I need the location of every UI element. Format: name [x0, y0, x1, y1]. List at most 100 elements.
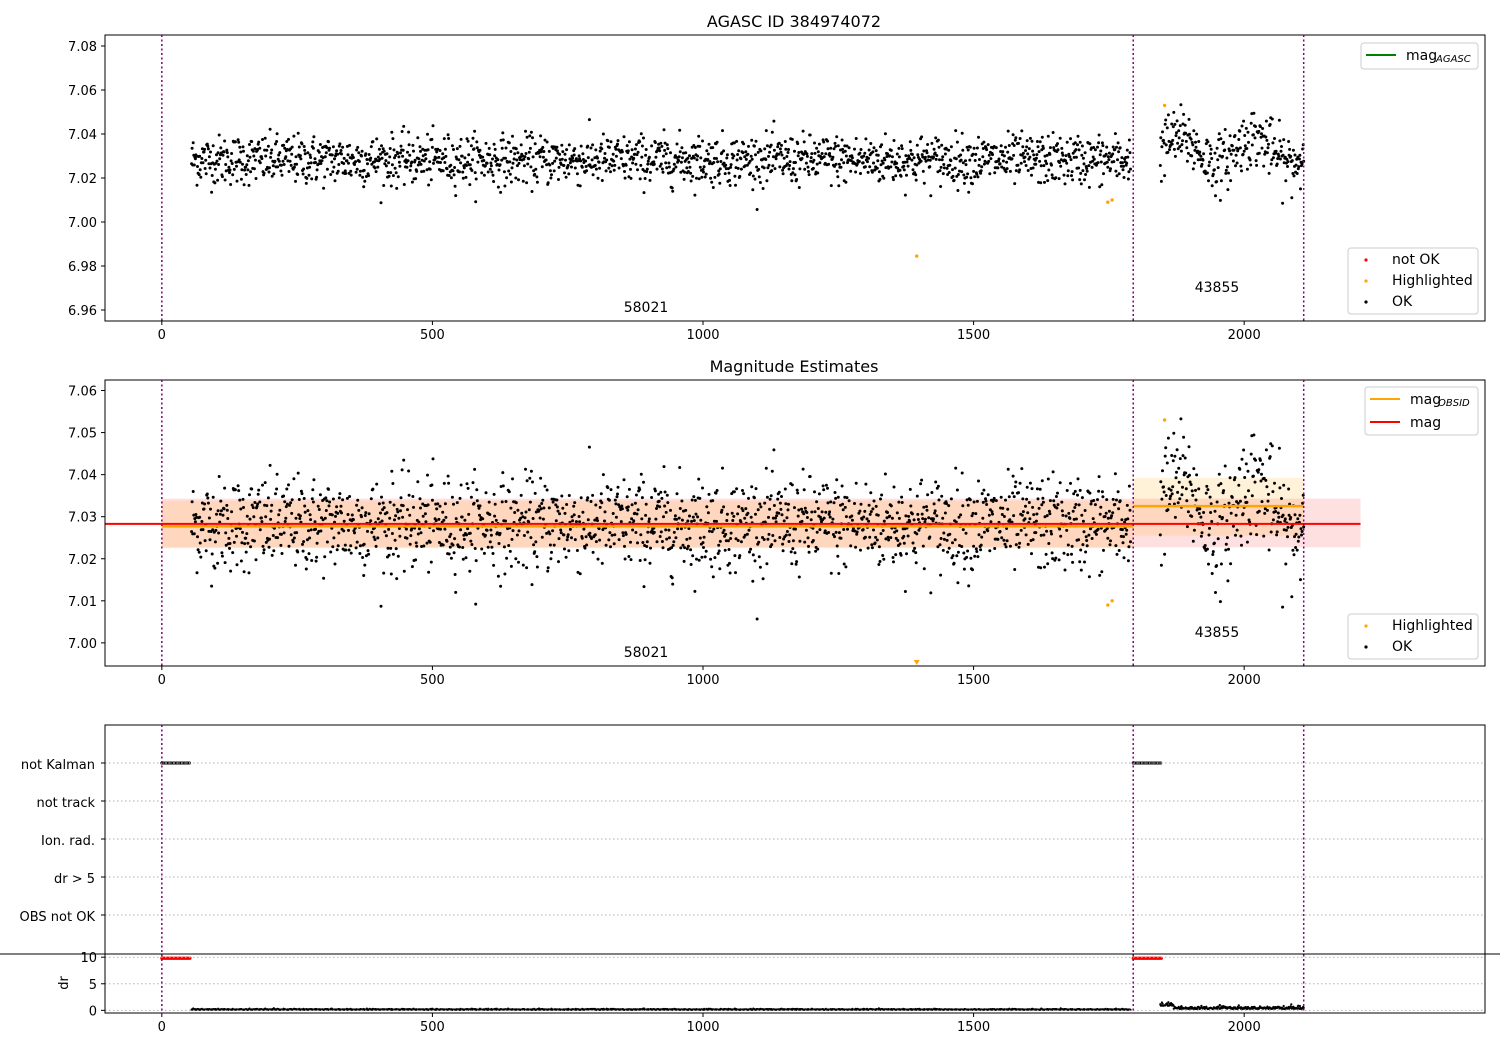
- data-point: [737, 149, 741, 153]
- data-point: [965, 555, 969, 559]
- data-point: [908, 140, 912, 144]
- data-point: [902, 534, 906, 538]
- data-point: [545, 488, 549, 492]
- data-point: [567, 494, 571, 497]
- data-point: [889, 165, 893, 169]
- data-point: [392, 148, 396, 152]
- data-point: [401, 148, 405, 152]
- data-point: [993, 547, 997, 550]
- data-point: [1043, 565, 1046, 569]
- data-point: [709, 557, 713, 561]
- data-point: [354, 160, 358, 164]
- data-point: [620, 507, 624, 511]
- data-point: [844, 154, 848, 158]
- data-point: [355, 148, 359, 152]
- data-point: [1300, 530, 1304, 533]
- data-point: [399, 509, 402, 513]
- data-point: [258, 500, 262, 504]
- data-point: [794, 562, 798, 566]
- data-point: [1113, 148, 1117, 152]
- data-point: [1077, 166, 1081, 170]
- data-point: [1176, 147, 1180, 151]
- data-point: [1084, 535, 1088, 539]
- data-point: [249, 545, 253, 549]
- data-point: [577, 515, 581, 518]
- data-point: [724, 167, 728, 171]
- data-point: [861, 528, 865, 532]
- data-point: [201, 161, 205, 165]
- data-point: [295, 531, 299, 535]
- data-point: [617, 538, 621, 542]
- data-point: [505, 556, 509, 560]
- data-point: [817, 142, 821, 146]
- data-point: [677, 155, 681, 159]
- data-point: [1198, 150, 1202, 154]
- data-point: [879, 532, 883, 536]
- data-point: [905, 552, 908, 556]
- data-point: [1203, 544, 1207, 547]
- data-point: [889, 148, 893, 152]
- data-point: [911, 541, 915, 545]
- data-point: [927, 155, 931, 159]
- data-point: [270, 503, 274, 507]
- data-point: [611, 512, 615, 515]
- data-point: [669, 508, 672, 512]
- data-point: [402, 183, 406, 186]
- data-point: [1020, 129, 1024, 133]
- data-point: [1295, 172, 1299, 175]
- data-point: [835, 169, 839, 173]
- data-point: [1104, 511, 1108, 515]
- data-point: [981, 500, 985, 504]
- data-point: [547, 149, 551, 153]
- data-point: [912, 549, 915, 553]
- data-point: [1085, 167, 1089, 170]
- data-point: [228, 168, 232, 172]
- data-point: [1263, 152, 1267, 156]
- data-point: [975, 172, 979, 176]
- data-point: [489, 533, 493, 537]
- data-point: [1118, 146, 1122, 150]
- data-point: [844, 565, 848, 569]
- data-point: [307, 529, 310, 533]
- data-point: [1254, 125, 1257, 128]
- data-point: [540, 535, 544, 539]
- data-point: [956, 173, 960, 176]
- data-point: [902, 168, 906, 172]
- data-point: [248, 155, 252, 159]
- data-point: [399, 496, 403, 500]
- data-point: [1018, 541, 1022, 545]
- data-point: [1121, 541, 1125, 545]
- data-point: [623, 544, 626, 548]
- data-point: [972, 169, 976, 173]
- data-point: [557, 537, 561, 541]
- data-point: [664, 510, 668, 514]
- data-point: [644, 513, 648, 517]
- data-point: [394, 154, 398, 157]
- data-point: [1286, 165, 1289, 168]
- data-point: [494, 518, 498, 522]
- data-point: [959, 153, 963, 157]
- data-point: [837, 184, 841, 188]
- data-point: [1276, 520, 1280, 524]
- data-point: [667, 161, 671, 165]
- data-point: [785, 516, 789, 520]
- data-point: [894, 553, 898, 557]
- data-point: [706, 152, 710, 156]
- data-point: [1290, 196, 1294, 200]
- data-point: [204, 158, 208, 162]
- data-point: [258, 528, 262, 532]
- data-point: [467, 153, 471, 157]
- data-point: [1250, 143, 1254, 147]
- data-point: [1276, 511, 1280, 515]
- data-point: [1244, 462, 1248, 466]
- data-point: [836, 144, 840, 148]
- data-point: [335, 505, 339, 509]
- data-point: [1056, 503, 1060, 507]
- data-point: [471, 158, 474, 162]
- data-point: [305, 176, 309, 180]
- data-point: [1035, 140, 1039, 143]
- data-point: [559, 528, 563, 532]
- data-point: [373, 166, 377, 170]
- data-point: [877, 545, 881, 549]
- data-point: [475, 499, 479, 503]
